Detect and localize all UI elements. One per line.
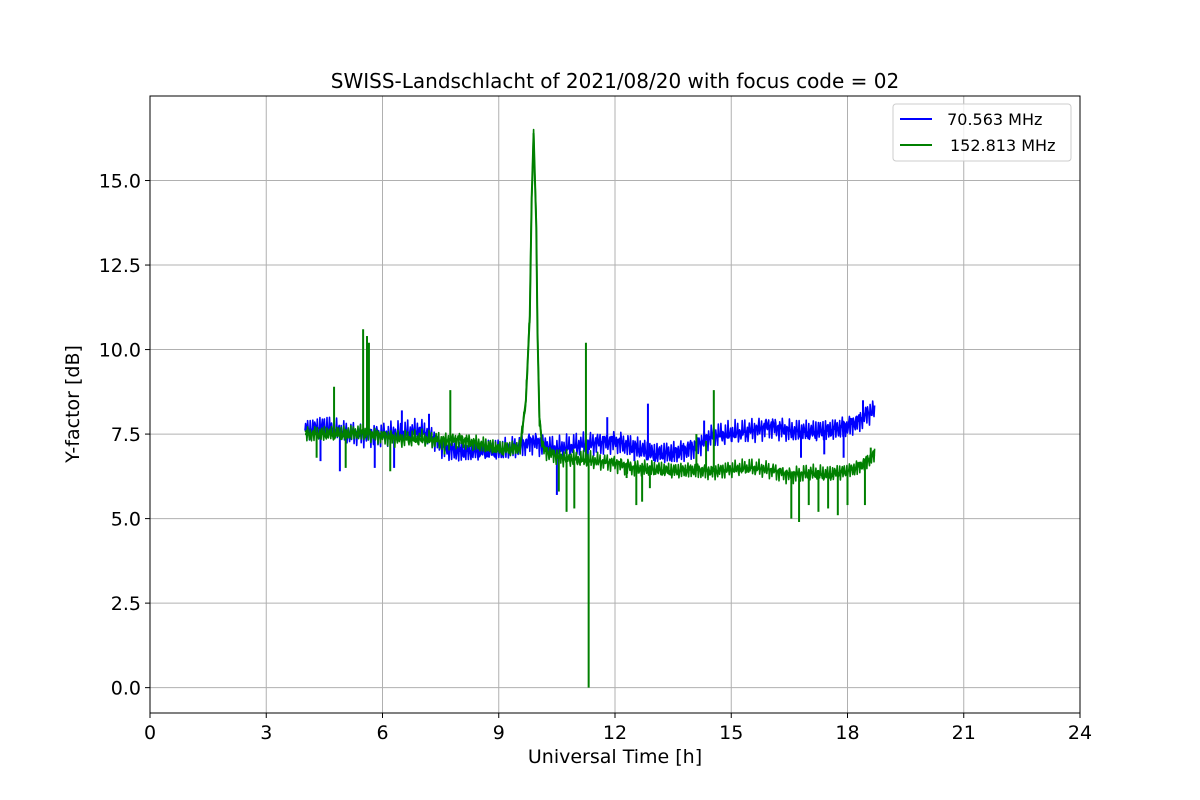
chart-title: SWISS-Landschlacht of 2021/08/20 with fo… (331, 69, 899, 93)
y-axis-label: Y-factor [dB] (62, 345, 84, 464)
series-noise-band (304, 128, 876, 485)
y-tick-label: 5.0 (111, 509, 141, 531)
x-tick-label: 3 (260, 722, 272, 744)
x-tick-label: 6 (376, 722, 388, 744)
y-tick-label: 10.0 (99, 340, 141, 362)
legend-label-series-2: 152.813 MHz (950, 136, 1055, 155)
series-2 (304, 128, 876, 688)
x-axis-label: Universal Time [h] (528, 746, 702, 768)
x-tick-label: 0 (144, 722, 156, 744)
legend-box (892, 103, 1072, 162)
axis-ticks: 0 3 6 9 12 15 18 21 24 0.0 2.5 5.0 7.5 10.0 12.5 15.0 (99, 171, 1092, 744)
y-tick-label: 12.5 (99, 255, 141, 277)
x-tick-label: 18 (835, 722, 859, 744)
x-tick-label: 12 (603, 722, 627, 744)
legend: 70.563 MHz 152.813 MHz (892, 103, 1072, 162)
y-tick-label: 2.5 (111, 593, 141, 615)
y-tick-label: 7.5 (111, 424, 141, 446)
plot-series (304, 128, 876, 688)
y-tick-label: 0.0 (111, 678, 141, 700)
x-tick-label: 24 (1068, 722, 1092, 744)
series-line (305, 133, 876, 476)
x-tick-label: 21 (952, 722, 976, 744)
legend-label-series-1: 70.563 MHz (942, 110, 1042, 129)
y-tick-label: 15.0 (99, 171, 141, 193)
x-tick-label: 9 (493, 722, 505, 744)
x-tick-label: 15 (719, 722, 743, 744)
